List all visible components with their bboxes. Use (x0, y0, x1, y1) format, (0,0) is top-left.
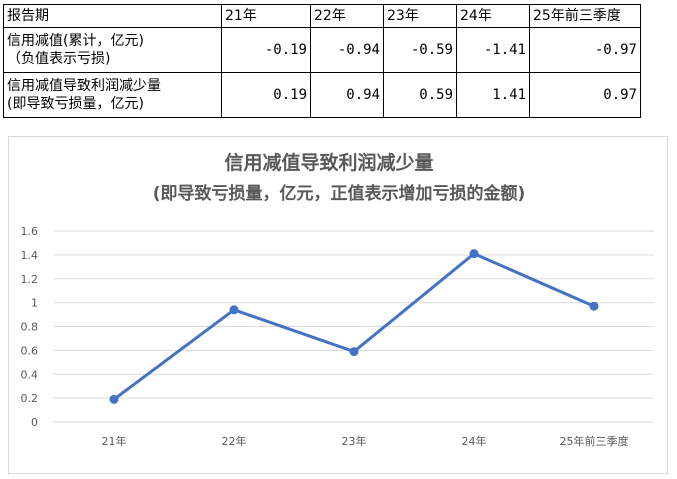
y-tick-label: 0 (31, 416, 38, 429)
data-point (469, 249, 479, 259)
y-tick-label: 0.6 (21, 344, 39, 357)
y-tick-label: 0.8 (21, 321, 39, 334)
row-label-line2: (即导致亏损量，亿元) (7, 96, 144, 112)
y-axis-ticks: 0 0.2 0.4 0.6 0.8 1 1.2 1.4 1.6 (21, 225, 39, 429)
table-cell: -0.94 (310, 27, 384, 73)
header-cell: 25年前三季度 (529, 4, 641, 28)
row-label-line1: 信用减值导致利润减少量 (7, 78, 161, 94)
header-cell: 21年 (221, 4, 311, 28)
data-point (349, 347, 359, 357)
header-cell: 23年 (383, 4, 457, 28)
x-axis-ticks: 21年 22年 23年 24年 25年前三季度 (102, 434, 629, 448)
row-label: 信用减值导致利润减少量 (即导致亏损量，亿元) (3, 72, 222, 118)
y-tick-label: 1 (31, 297, 38, 310)
x-tick-label: 24年 (462, 434, 487, 448)
table-row: 信用减值(累计，亿元) （负值表示亏损) -0.19 -0.94 -0.59 -… (3, 27, 641, 73)
row-label-line1: 信用减值(累计，亿元) (7, 33, 144, 49)
header-cell: 22年 (310, 4, 384, 28)
gridlines (54, 230, 654, 423)
y-tick-label: 1.2 (21, 273, 39, 286)
y-tick-label: 1.6 (21, 225, 39, 238)
data-table: 报告期 21年 22年 23年 24年 25年前三季度 信用减值(累计，亿元) … (3, 4, 641, 118)
header-cell: 报告期 (3, 4, 222, 28)
y-tick-label: 0.2 (21, 392, 39, 405)
y-tick-label: 0.4 (21, 368, 39, 381)
data-point (109, 394, 119, 404)
chart-frame: 信用减值导致利润减少量 (即导致亏损量，亿元，正值表示增加亏损的金额) 0 0.2… (8, 136, 668, 474)
data-point (589, 301, 599, 311)
x-tick-label: 22年 (222, 434, 247, 448)
row-label-line2: （负值表示亏损) (7, 51, 111, 67)
table-row: 信用减值导致利润减少量 (即导致亏损量，亿元) 0.19 0.94 0.59 1… (3, 72, 641, 118)
series-layer (109, 249, 599, 404)
row-label: 信用减值(累计，亿元) （负值表示亏损) (3, 27, 222, 73)
chart-subtitle: (即导致亏损量，亿元，正值表示增加亏损的金额) (153, 183, 526, 204)
line-chart: 信用减值导致利润减少量 (即导致亏损量，亿元，正值表示增加亏损的金额) 0 0.2… (21, 151, 654, 448)
data-point (229, 305, 239, 315)
table-cell: 0.59 (383, 72, 457, 118)
table-cell: -1.41 (456, 27, 530, 73)
chart-title: 信用减值导致利润减少量 (224, 151, 433, 174)
header-cell: 24年 (456, 4, 530, 28)
x-tick-label: 25年前三季度 (560, 434, 629, 448)
table-cell: -0.97 (529, 27, 641, 73)
x-tick-label: 21年 (102, 434, 127, 448)
table-cell: 0.94 (310, 72, 384, 118)
x-tick-label: 23年 (342, 434, 367, 448)
y-tick-label: 1.4 (21, 249, 39, 262)
table-cell: -0.19 (221, 27, 311, 73)
table-cell: 0.97 (529, 72, 641, 118)
table-cell: -0.59 (383, 27, 457, 73)
table-header-row: 报告期 21年 22年 23年 24年 25年前三季度 (3, 4, 641, 28)
table-cell: 1.41 (456, 72, 530, 118)
table-cell: 0.19 (221, 72, 311, 118)
